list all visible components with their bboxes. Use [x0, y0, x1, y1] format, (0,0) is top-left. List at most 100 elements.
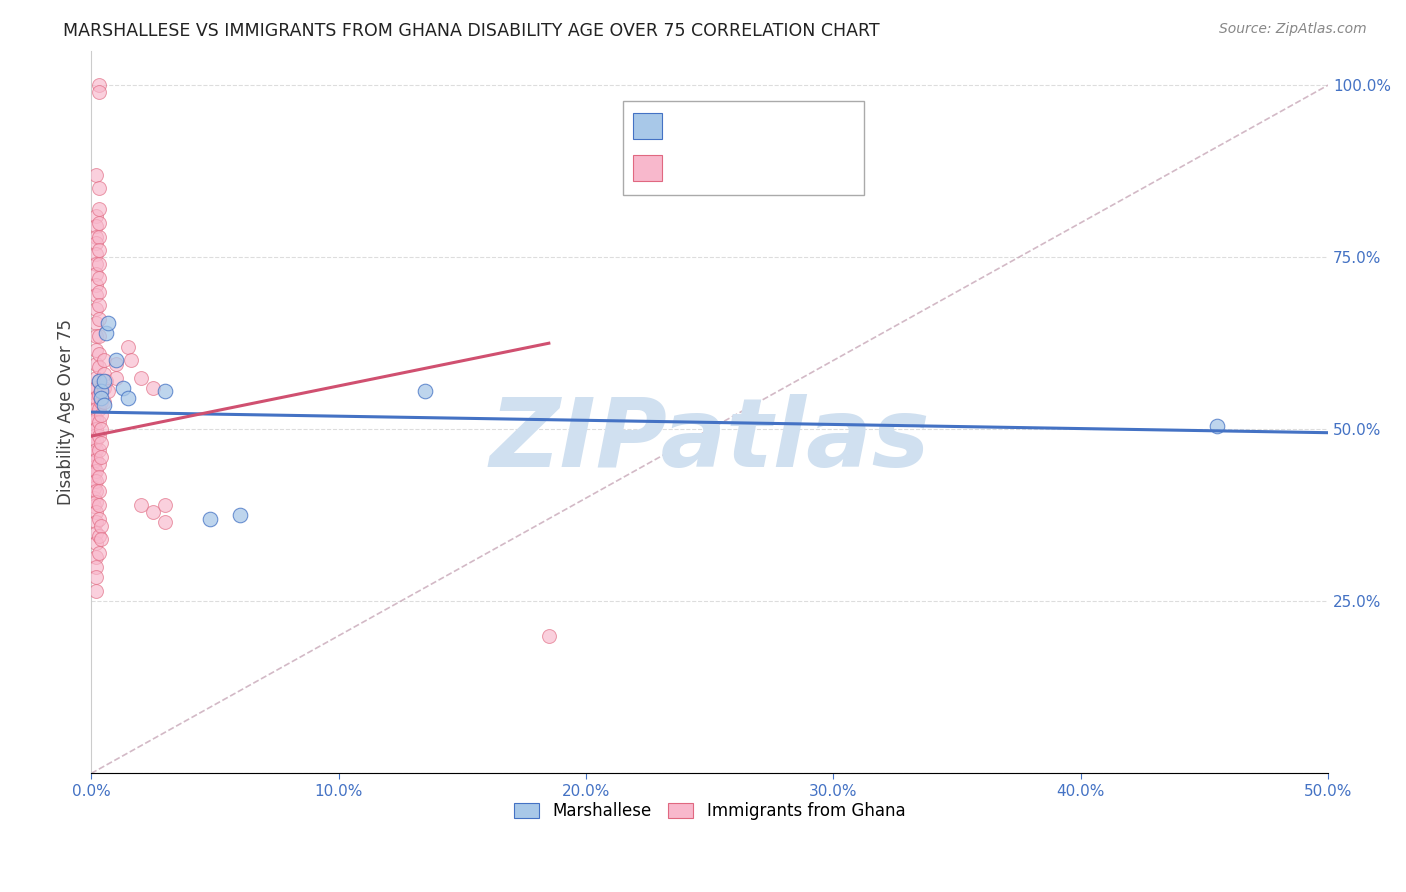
Point	[84, 257, 107, 271]
Point	[84, 412, 107, 426]
Point	[84, 329, 107, 343]
Point	[93, 394, 115, 409]
Point	[90, 394, 112, 409]
Point	[87, 498, 110, 512]
Point	[87, 257, 110, 271]
Y-axis label: Disability Age Over 75: Disability Age Over 75	[58, 319, 75, 505]
Point	[84, 494, 107, 508]
Point	[84, 401, 107, 416]
Point	[155, 498, 177, 512]
Point	[84, 474, 107, 488]
Point	[104, 353, 127, 368]
Point	[84, 268, 107, 282]
Point	[93, 381, 115, 395]
Point	[84, 236, 107, 251]
Point	[84, 392, 107, 406]
Point	[87, 457, 110, 471]
Point	[87, 442, 110, 457]
Legend: Marshallese, Immigrants from Ghana: Marshallese, Immigrants from Ghana	[508, 795, 912, 827]
Point	[87, 329, 110, 343]
Point	[90, 422, 112, 436]
Point	[84, 246, 107, 260]
Point	[90, 450, 112, 464]
Point	[84, 453, 107, 467]
Point	[155, 384, 177, 399]
Point	[87, 470, 110, 484]
Point	[83, 384, 105, 399]
Point	[84, 549, 107, 564]
Text: ZIPatlas: ZIPatlas	[489, 394, 929, 487]
Point	[84, 288, 107, 302]
Point	[84, 209, 107, 223]
Point	[198, 512, 221, 526]
Point	[129, 498, 152, 512]
Point	[537, 629, 560, 643]
Point	[94, 326, 117, 340]
Point	[87, 374, 110, 388]
Point	[87, 244, 110, 258]
Point	[84, 357, 107, 371]
Point	[83, 500, 105, 514]
Point	[87, 388, 110, 402]
Point	[87, 298, 110, 312]
Point	[84, 433, 107, 447]
Point	[83, 429, 105, 443]
Point	[84, 422, 107, 436]
Point	[87, 546, 110, 560]
Point	[84, 316, 107, 330]
Point	[87, 312, 110, 326]
Point	[90, 392, 112, 406]
Point	[83, 422, 105, 436]
Point	[87, 512, 110, 526]
Point	[90, 436, 112, 450]
Point	[84, 584, 107, 599]
Point	[90, 518, 112, 533]
Point	[413, 384, 436, 399]
Point	[87, 270, 110, 285]
Point	[155, 515, 177, 529]
Point	[93, 398, 115, 412]
Point	[83, 392, 105, 406]
Point	[228, 508, 250, 523]
Point	[83, 409, 105, 423]
Point	[83, 453, 105, 467]
Point	[83, 446, 105, 460]
Point	[84, 343, 107, 357]
Point	[84, 301, 107, 316]
Point	[87, 229, 110, 244]
Point	[83, 481, 105, 495]
Point	[90, 533, 112, 547]
Point	[97, 316, 120, 330]
Point	[84, 229, 107, 244]
Point	[112, 381, 135, 395]
Point	[84, 219, 107, 234]
Point	[87, 529, 110, 543]
Point	[84, 381, 107, 395]
Point	[93, 374, 115, 388]
Point	[87, 85, 110, 99]
Point	[83, 436, 105, 450]
Point	[83, 491, 105, 505]
Point	[84, 536, 107, 550]
Point	[87, 78, 110, 92]
Point	[87, 216, 110, 230]
Point	[84, 464, 107, 478]
Point	[87, 374, 110, 388]
Point	[90, 409, 112, 423]
Point	[84, 168, 107, 182]
Point	[83, 416, 105, 430]
Point	[84, 570, 107, 584]
Point	[87, 346, 110, 360]
Point	[84, 560, 107, 574]
Text: Source: ZipAtlas.com: Source: ZipAtlas.com	[1219, 22, 1367, 37]
Point	[87, 401, 110, 416]
Point	[90, 384, 112, 399]
Point	[83, 474, 105, 488]
Point	[87, 360, 110, 375]
Point	[90, 381, 112, 395]
Point	[120, 353, 142, 368]
Point	[129, 370, 152, 384]
Point	[104, 357, 127, 371]
Point	[84, 505, 107, 519]
Point	[84, 484, 107, 499]
